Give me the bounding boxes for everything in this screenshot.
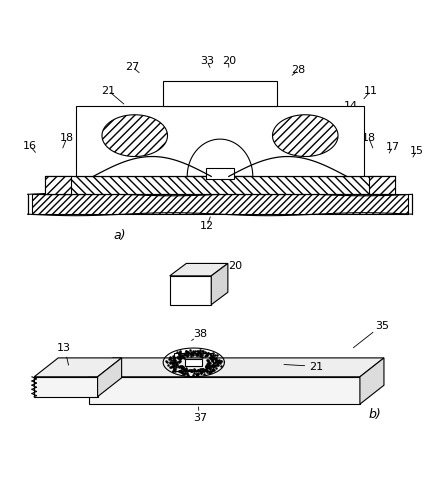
Text: 35: 35 [375,320,389,330]
Text: 18: 18 [60,132,74,142]
Text: 21: 21 [309,362,323,372]
Text: 15: 15 [410,146,424,156]
Bar [206,168,234,179]
Text: 13: 13 [56,344,70,353]
Bar [45,176,395,194]
Text: b): b) [369,408,381,420]
Bar [174,354,213,372]
Text: 21: 21 [102,86,116,96]
Bar [185,358,202,366]
Text: 33: 33 [200,56,214,66]
Text: 17: 17 [385,142,400,152]
Text: 14: 14 [344,101,358,111]
Polygon shape [98,358,121,397]
Text: 38: 38 [193,328,207,338]
Polygon shape [89,377,360,404]
Polygon shape [170,276,211,304]
Text: 12: 12 [200,221,214,231]
Bar [45,176,71,194]
Bar [163,81,277,106]
Text: 27: 27 [125,62,139,72]
Polygon shape [34,377,98,396]
Text: 11: 11 [364,86,378,96]
Text: 18: 18 [362,132,376,142]
Text: 13: 13 [88,112,103,122]
Bar [32,194,408,214]
Text: 20: 20 [228,261,242,271]
Polygon shape [272,115,338,156]
Text: 28: 28 [292,65,306,75]
Bar [76,106,364,176]
Polygon shape [34,358,121,377]
Polygon shape [170,264,228,276]
Bar [45,176,71,194]
Text: 20: 20 [222,56,236,66]
Polygon shape [211,264,228,304]
Bar [369,176,395,194]
Text: a): a) [113,228,126,241]
Text: 16: 16 [23,140,37,150]
Polygon shape [102,115,168,156]
Polygon shape [89,358,384,377]
Text: 37: 37 [193,412,207,422]
Polygon shape [187,139,253,176]
Polygon shape [360,358,384,404]
Bar [369,176,395,194]
Bar [32,194,408,214]
Bar [45,176,395,194]
